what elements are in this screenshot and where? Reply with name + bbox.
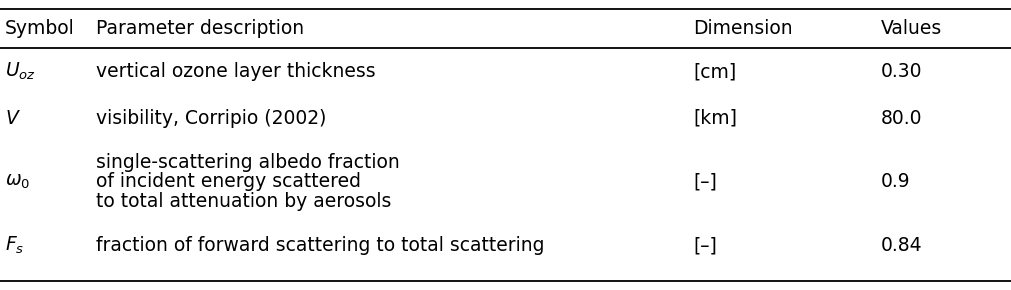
Text: Parameter description: Parameter description [96, 19, 304, 38]
Text: [km]: [km] [693, 109, 736, 128]
Text: single-scattering albedo fraction: single-scattering albedo fraction [96, 153, 399, 172]
Text: 0.84: 0.84 [880, 236, 921, 255]
Text: Dimension: Dimension [693, 19, 792, 38]
Text: 0.9: 0.9 [880, 173, 909, 191]
Text: vertical ozone layer thickness: vertical ozone layer thickness [96, 62, 375, 81]
Text: Values: Values [880, 19, 941, 38]
Text: $V$: $V$ [5, 109, 21, 128]
Text: [–]: [–] [693, 173, 717, 191]
Text: $F_s$: $F_s$ [5, 235, 24, 256]
Text: to total attenuation by aerosols: to total attenuation by aerosols [96, 192, 391, 211]
Text: [–]: [–] [693, 236, 717, 255]
Text: fraction of forward scattering to total scattering: fraction of forward scattering to total … [96, 236, 544, 255]
Text: visibility, Corripio (2002): visibility, Corripio (2002) [96, 109, 327, 128]
Text: [cm]: [cm] [693, 62, 736, 81]
Text: 80.0: 80.0 [880, 109, 921, 128]
Text: $\omega_0$: $\omega_0$ [5, 173, 30, 191]
Text: of incident energy scattered: of incident energy scattered [96, 173, 361, 191]
Text: $U_{oz}$: $U_{oz}$ [5, 61, 36, 82]
Text: Symbol: Symbol [5, 19, 75, 38]
Text: 0.30: 0.30 [880, 62, 921, 81]
